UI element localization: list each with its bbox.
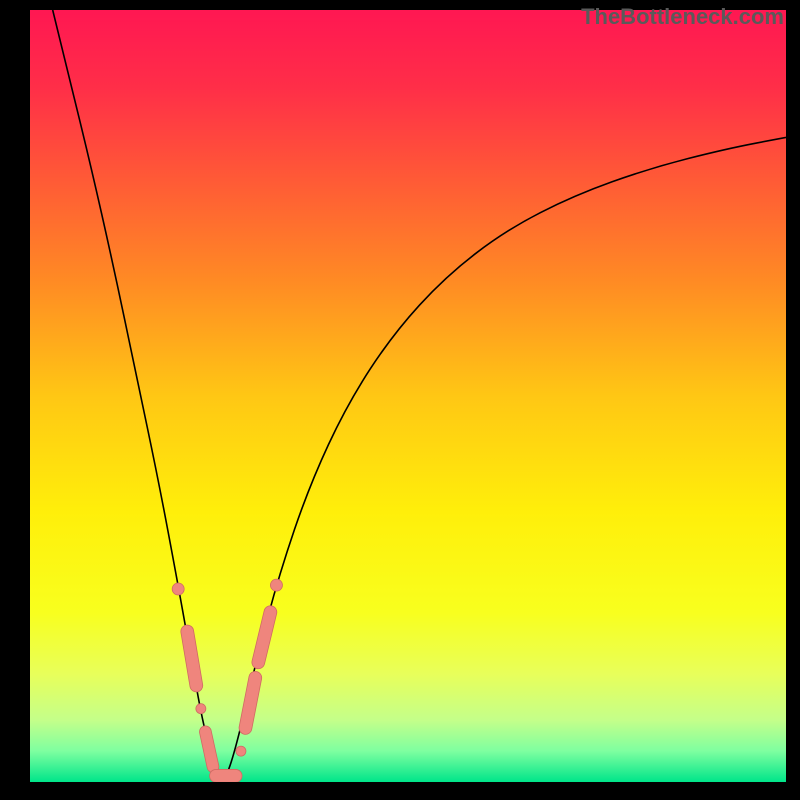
marker-dot	[172, 583, 184, 595]
watermark-text: TheBottleneck.com	[581, 4, 784, 30]
marker-dot	[196, 704, 206, 714]
gradient-background	[30, 10, 786, 782]
chart-svg	[30, 10, 786, 782]
marker-dot	[236, 746, 246, 756]
chart-frame: TheBottleneck.com	[0, 0, 800, 800]
marker-dot	[270, 579, 282, 591]
marker-pill	[205, 732, 213, 767]
plot-area	[30, 10, 786, 782]
